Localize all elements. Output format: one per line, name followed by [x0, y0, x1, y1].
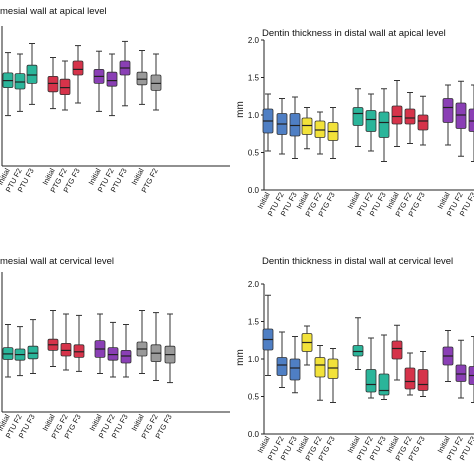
box-body [301, 117, 313, 135]
box-body [314, 120, 326, 138]
box-body [391, 340, 403, 360]
box-body [314, 357, 326, 378]
box-body [404, 108, 416, 125]
box-body [352, 345, 364, 357]
box-body [327, 358, 339, 379]
box-7: Initial [88, 313, 106, 432]
box-13: Initial [436, 330, 454, 454]
y-tick-label: 0.0 [248, 186, 260, 195]
box-body [73, 344, 85, 358]
x-tick-label: Initial [0, 166, 12, 186]
box-body [26, 64, 38, 84]
box-1: Initial [0, 52, 14, 186]
box-body [391, 105, 403, 125]
box-10: Initial [130, 310, 148, 432]
box-body [72, 60, 84, 76]
y-tick-label: 1.0 [248, 111, 260, 120]
box-13: Initial [436, 84, 454, 210]
box-4: Initial [41, 310, 59, 432]
x-tick-label: Initial [0, 412, 12, 432]
box-body [352, 107, 364, 126]
box-body [276, 357, 288, 376]
box-body [378, 111, 390, 138]
y-tick-label: 2.0 [248, 280, 260, 289]
box-body [150, 74, 162, 91]
box-body [455, 102, 467, 129]
box-body [289, 113, 301, 137]
box-body [417, 114, 429, 131]
panel-title-mesial-apical: mesial wall at apical level [0, 6, 107, 17]
box-4: Initial [41, 57, 59, 186]
panel-title-distal-apical: Dentin thickness in distal wall at apica… [262, 28, 446, 39]
panel-title-distal-cervical: Dentin thickness in distal wall at cervi… [262, 256, 454, 267]
box-7: Initial [346, 88, 364, 210]
box-body [455, 364, 467, 382]
box-body [120, 349, 132, 364]
panel-title-mesial-cervical: mesial wall at cervical level [0, 256, 115, 267]
y-tick-label: 1.0 [248, 355, 260, 364]
box-body [59, 78, 71, 95]
y-tick-label: 0.5 [248, 149, 260, 158]
box-body [378, 373, 390, 396]
box-body [404, 367, 416, 390]
y-tick-label: 0.5 [248, 393, 260, 402]
y-tick-label: 1.5 [248, 74, 260, 83]
y-tick-label: 0.0 [248, 430, 260, 439]
box-body [417, 369, 429, 391]
box-body [27, 345, 39, 360]
box-body [14, 73, 26, 90]
box-4: Initial [295, 325, 313, 454]
box-body [442, 98, 454, 123]
box-body [365, 369, 377, 393]
box-body [47, 76, 59, 93]
y-tick-label: 2.0 [248, 36, 260, 45]
box-body [107, 347, 119, 361]
box-body [468, 108, 474, 132]
box-1: Initial [0, 324, 14, 432]
box-body [60, 342, 72, 357]
y-tick-label: 1.5 [248, 318, 260, 327]
box-body [136, 71, 148, 86]
box-body [365, 110, 377, 132]
box-body [106, 71, 118, 87]
box-10: Initial [385, 80, 403, 210]
box-body [289, 358, 301, 381]
